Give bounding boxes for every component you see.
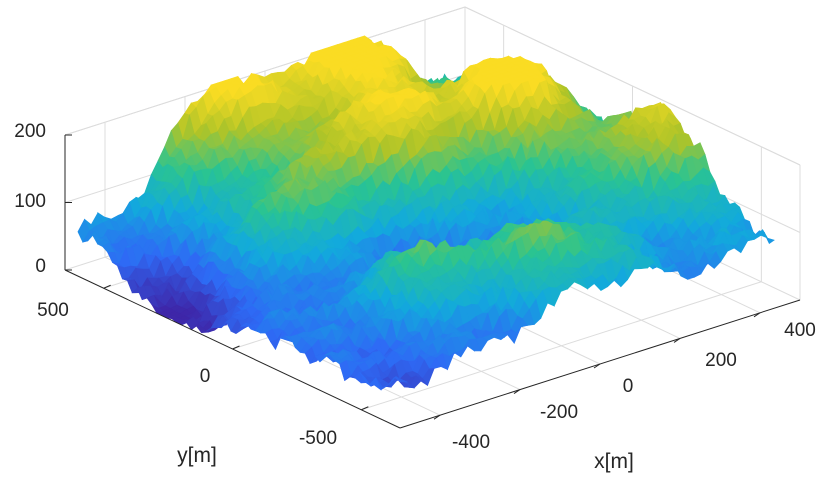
y-axis-label: y[m] [177,444,217,467]
y-tick-mark [361,406,369,411]
surface-patch [368,377,382,391]
y-tick-mark [103,284,111,289]
x-tick-label: -400 [452,432,490,453]
terrain-surface [77,35,775,391]
grid-line [464,6,801,166]
grid-line [361,146,762,411]
x-tick-mark [513,389,521,395]
x-axis-label: x[m] [594,450,634,473]
z-tick-label: 200 [14,121,46,142]
x-tick-label: 200 [705,350,737,371]
y-tick-label: -500 [299,428,337,449]
x-tick-label: 0 [623,376,634,397]
y-tick-label: 500 [37,300,69,321]
y-tick-label: 0 [200,366,211,387]
x-tick-mark [593,363,601,369]
x-tick-mark [673,337,681,343]
x-tick-label: 400 [784,320,816,341]
y-tick-mark [232,345,240,350]
x-tick-mark [433,414,441,420]
z-tick-label: 100 [14,191,46,212]
axes [64,134,801,429]
z-tick-label: 0 [35,256,46,277]
grid-line [104,122,441,416]
grid-line [64,6,466,136]
x-tick-label: -200 [540,402,578,423]
x-tick-mark [753,312,761,318]
